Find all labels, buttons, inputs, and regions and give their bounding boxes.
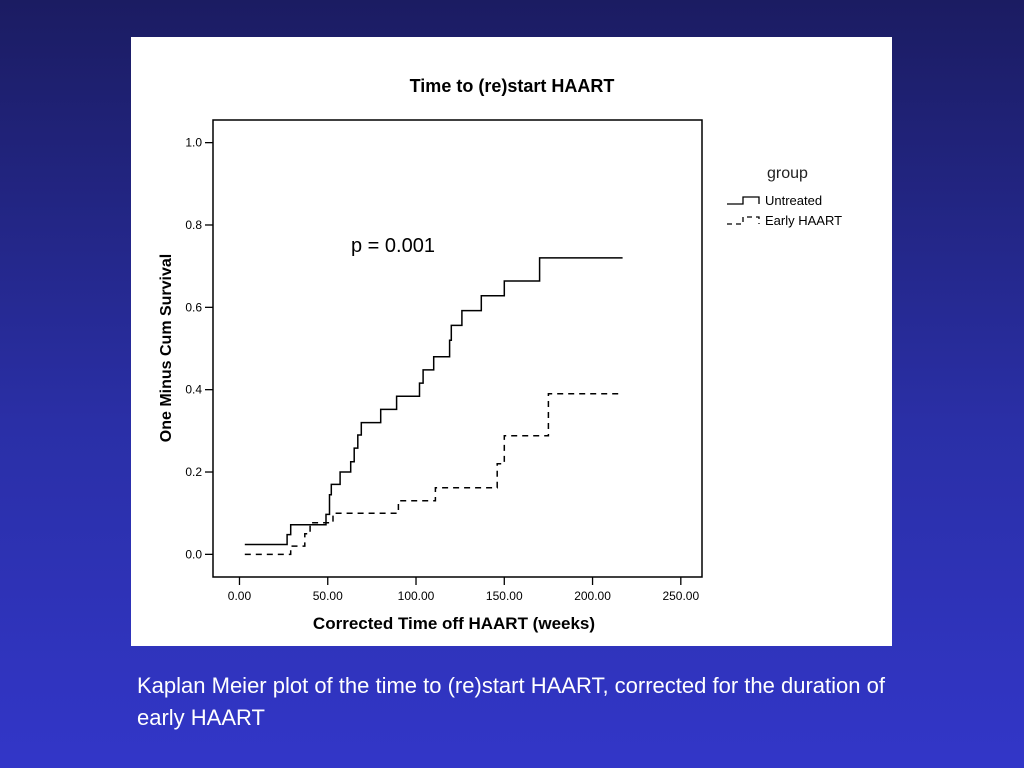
y-tick-label: 0.0 <box>185 547 202 561</box>
y-tick-label: 1.0 <box>185 136 202 150</box>
x-tick-label: 100.00 <box>398 589 435 603</box>
legend-label-early-haart: Early HAART <box>765 213 842 228</box>
y-tick-label: 0.2 <box>185 465 202 479</box>
x-tick-label: 200.00 <box>574 589 611 603</box>
legend: group Untreated Early HAART <box>727 165 842 228</box>
legend-swatch-early-haart <box>727 216 760 225</box>
legend-swatch-untreated <box>727 196 760 205</box>
slide-caption: Kaplan Meier plot of the time to (re)sta… <box>137 673 885 730</box>
x-axis: 0.00 50.00 100.00 150.00 200.00 250.00 <box>228 577 699 603</box>
x-tick-label: 50.00 <box>313 589 343 603</box>
x-tick-label: 250.00 <box>662 589 699 603</box>
y-axis-label: One Minus Cum Survival <box>158 254 175 442</box>
y-tick-label: 0.8 <box>185 218 202 232</box>
legend-label-untreated: Untreated <box>765 193 822 208</box>
x-axis-label: Corrected Time off HAART (weeks) <box>313 614 595 633</box>
chart-title: Time to (re)start HAART <box>410 76 615 96</box>
y-tick-label: 0.6 <box>185 300 202 314</box>
plot-frame <box>212 119 703 578</box>
y-tick-label: 0.4 <box>185 383 202 397</box>
chart-panel: Time to (re)start HAART 0.0 0.2 0.4 0.6 0.8 1… <box>131 37 892 646</box>
x-tick-label: 0.00 <box>228 589 252 603</box>
legend-title: group <box>767 165 808 182</box>
km-plot: Time to (re)start HAART 0.0 0.2 0.4 0.6 0.8 1… <box>158 76 842 633</box>
x-tick-label: 150.00 <box>486 589 523 603</box>
series-line-untreated <box>244 257 623 546</box>
series-layer <box>244 257 623 556</box>
p-value-annotation: p = 0.001 <box>351 235 435 257</box>
series-line-early-haart <box>244 393 623 556</box>
y-axis: 0.0 0.2 0.4 0.6 0.8 1.0 <box>185 136 213 561</box>
